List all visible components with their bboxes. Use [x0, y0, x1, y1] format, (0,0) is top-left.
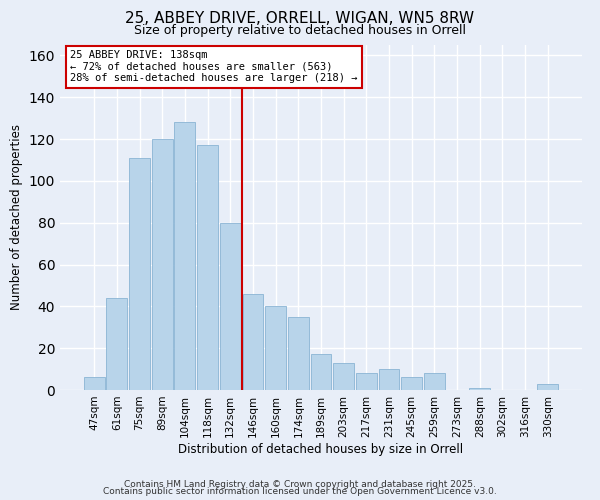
- Bar: [129, 158, 150, 390]
- Bar: [220, 222, 241, 390]
- Text: Size of property relative to detached houses in Orrell: Size of property relative to detached ho…: [134, 24, 466, 37]
- Bar: [538, 384, 558, 390]
- Bar: [152, 139, 173, 390]
- Bar: [288, 317, 309, 390]
- Bar: [424, 374, 445, 390]
- Bar: [401, 378, 422, 390]
- Bar: [242, 294, 263, 390]
- Bar: [356, 374, 377, 390]
- Text: Contains public sector information licensed under the Open Government Licence v3: Contains public sector information licen…: [103, 487, 497, 496]
- Bar: [84, 378, 104, 390]
- Y-axis label: Number of detached properties: Number of detached properties: [10, 124, 23, 310]
- Bar: [379, 369, 400, 390]
- Bar: [106, 298, 127, 390]
- Bar: [197, 146, 218, 390]
- X-axis label: Distribution of detached houses by size in Orrell: Distribution of detached houses by size …: [178, 442, 464, 456]
- Bar: [265, 306, 286, 390]
- Text: 25, ABBEY DRIVE, ORRELL, WIGAN, WN5 8RW: 25, ABBEY DRIVE, ORRELL, WIGAN, WN5 8RW: [125, 11, 475, 26]
- Bar: [175, 122, 196, 390]
- Text: 25 ABBEY DRIVE: 138sqm
← 72% of detached houses are smaller (563)
28% of semi-de: 25 ABBEY DRIVE: 138sqm ← 72% of detached…: [70, 50, 358, 84]
- Text: Contains HM Land Registry data © Crown copyright and database right 2025.: Contains HM Land Registry data © Crown c…: [124, 480, 476, 489]
- Bar: [311, 354, 331, 390]
- Bar: [333, 363, 354, 390]
- Bar: [469, 388, 490, 390]
